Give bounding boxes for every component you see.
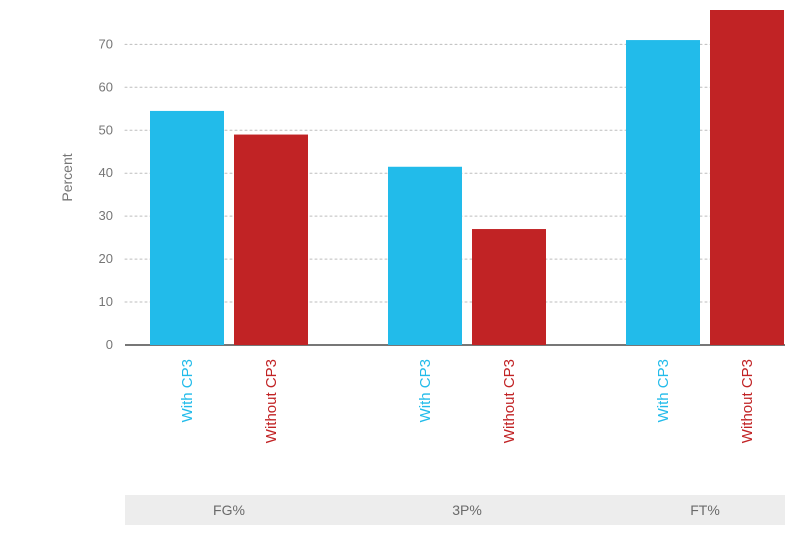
bar-label: With CP3: [417, 359, 434, 422]
bar-3p-without: [472, 229, 546, 345]
y-tick-label: 50: [99, 122, 113, 137]
y-tick-label: 20: [99, 251, 113, 266]
y-tick-label: 30: [99, 208, 113, 223]
category-label-ft: FT%: [690, 502, 720, 518]
bar-label: Without CP3: [739, 359, 756, 443]
bar-3p-with: [388, 167, 462, 345]
shooting-percent-chart: 0 10 20 30 40 50 60 70 Percent With CP3 Without CP…: [0, 0, 800, 533]
category-label-fg: FG%: [213, 502, 245, 518]
y-tick-label: 60: [99, 79, 113, 94]
category-label-3p: 3P%: [452, 502, 482, 518]
y-axis-label: Percent: [59, 153, 75, 201]
y-tick-label: 40: [99, 165, 113, 180]
bar-fg-with: [150, 111, 224, 345]
y-tick-label: 10: [99, 294, 113, 309]
bar-label: With CP3: [179, 359, 196, 422]
chart-svg: 0 10 20 30 40 50 60 70 Percent With CP3 Without CP…: [0, 0, 800, 533]
y-tick-label: 70: [99, 36, 113, 51]
bar-label: Without CP3: [263, 359, 280, 443]
bar-label: Without CP3: [501, 359, 518, 443]
y-tick-label: 0: [106, 337, 113, 352]
bar-label: With CP3: [655, 359, 672, 422]
bar-ft-with: [626, 40, 700, 345]
bar-ft-without: [710, 10, 784, 345]
bar-fg-without: [234, 135, 308, 345]
